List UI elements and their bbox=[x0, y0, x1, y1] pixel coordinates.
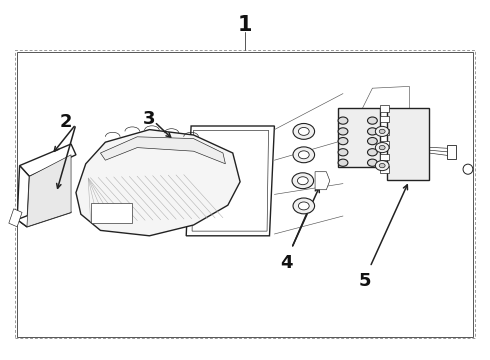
Circle shape bbox=[298, 151, 309, 159]
Circle shape bbox=[368, 138, 377, 145]
Bar bbox=[387, 108, 429, 180]
Polygon shape bbox=[186, 126, 274, 236]
Text: 2: 2 bbox=[60, 113, 73, 131]
Circle shape bbox=[375, 126, 389, 136]
Polygon shape bbox=[9, 209, 22, 227]
Bar bbox=[447, 145, 456, 159]
Circle shape bbox=[368, 149, 377, 156]
Circle shape bbox=[379, 129, 385, 134]
Bar bbox=[15, 50, 475, 338]
Circle shape bbox=[297, 177, 308, 185]
Circle shape bbox=[375, 143, 389, 153]
Polygon shape bbox=[315, 172, 330, 190]
Polygon shape bbox=[17, 202, 71, 227]
Circle shape bbox=[298, 127, 309, 135]
Circle shape bbox=[293, 123, 315, 139]
Circle shape bbox=[292, 173, 314, 189]
Circle shape bbox=[379, 145, 385, 150]
Circle shape bbox=[338, 128, 348, 135]
Bar bbox=[17, 52, 473, 337]
Bar bbox=[338, 108, 380, 167]
Circle shape bbox=[338, 138, 348, 145]
Bar bbox=[380, 129, 389, 135]
Bar bbox=[380, 166, 389, 173]
Polygon shape bbox=[20, 144, 76, 176]
Text: 4: 4 bbox=[280, 254, 293, 272]
Bar bbox=[380, 154, 389, 160]
Circle shape bbox=[368, 117, 377, 124]
Text: 3: 3 bbox=[143, 110, 156, 128]
Polygon shape bbox=[76, 130, 240, 236]
Circle shape bbox=[293, 198, 315, 214]
Circle shape bbox=[293, 147, 315, 163]
Text: 5: 5 bbox=[359, 272, 371, 290]
Circle shape bbox=[338, 159, 348, 166]
Circle shape bbox=[298, 202, 309, 210]
Circle shape bbox=[368, 159, 377, 166]
Circle shape bbox=[379, 163, 385, 168]
Circle shape bbox=[338, 117, 348, 124]
Polygon shape bbox=[17, 166, 29, 227]
Polygon shape bbox=[100, 137, 225, 164]
Circle shape bbox=[375, 161, 389, 171]
Bar bbox=[380, 141, 389, 148]
Bar bbox=[380, 116, 389, 122]
Text: 1: 1 bbox=[238, 15, 252, 35]
Ellipse shape bbox=[463, 164, 473, 174]
Circle shape bbox=[368, 128, 377, 135]
Bar bbox=[380, 105, 389, 112]
Circle shape bbox=[338, 149, 348, 156]
Polygon shape bbox=[27, 155, 71, 227]
Bar bbox=[91, 203, 132, 223]
